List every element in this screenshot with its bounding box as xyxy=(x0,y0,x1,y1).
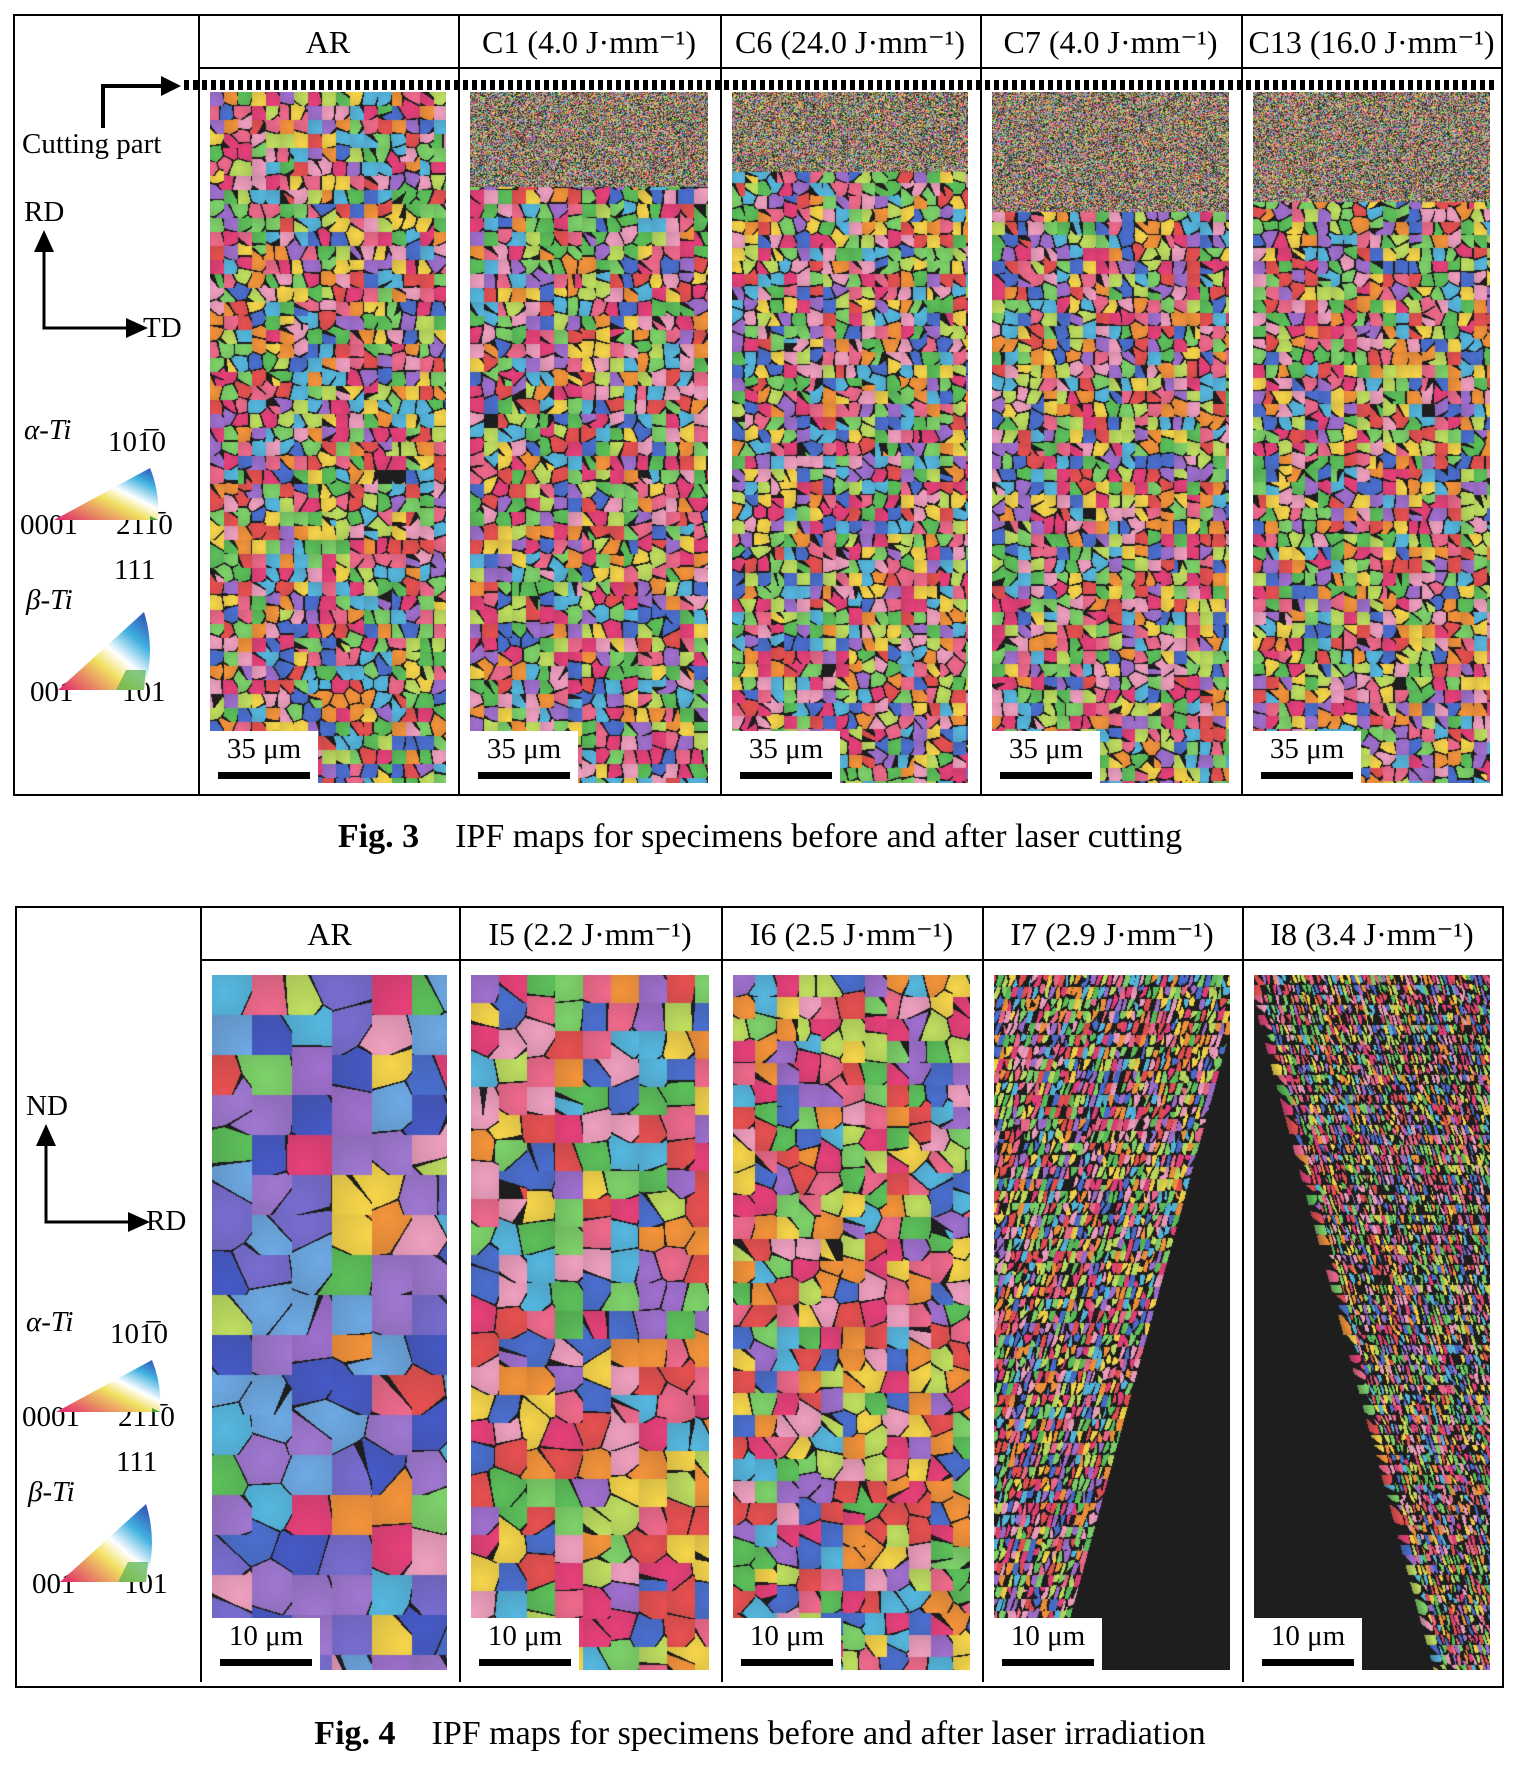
alpha-ti-label: α-Ti xyxy=(26,1306,74,1338)
column-header-4: C13 (16.0 J·mm⁻¹) xyxy=(1248,24,1495,60)
beta-ti-label: β-Ti xyxy=(26,584,73,616)
column-header-0: AR xyxy=(305,24,351,60)
fig4-frame xyxy=(15,906,1504,1688)
beta-ipf-triangle-icon xyxy=(58,1502,158,1589)
scale-bar: 35 μm xyxy=(1253,731,1361,783)
column-divider xyxy=(721,906,723,1682)
fig4-caption-number: Fig. 4 xyxy=(314,1715,396,1752)
scale-bar-line xyxy=(740,772,832,779)
fig3-caption-number: Fig. 3 xyxy=(337,818,420,855)
nd-axis-label: ND xyxy=(26,1090,68,1122)
nd-rd-axes-icon xyxy=(36,1124,150,1232)
scale-bar-label: 10 μm xyxy=(1270,1620,1346,1652)
rd-axis-label-fig4: RD xyxy=(146,1205,187,1237)
column-divider xyxy=(198,14,200,795)
scale-bar: 10 μm xyxy=(1254,1618,1362,1670)
beta-left-label: 001 xyxy=(30,676,74,708)
alpha-ipf-triangle-icon xyxy=(52,466,162,527)
scale-bar-line xyxy=(218,772,310,779)
column-divider xyxy=(720,14,722,795)
column-header-2: I6 (2.5 J·mm⁻¹) xyxy=(749,916,954,952)
column-divider xyxy=(980,14,982,795)
beta-ti-label: β-Ti xyxy=(28,1476,75,1508)
scale-bar-label: 35 μm xyxy=(1008,733,1084,765)
scale-bar-line xyxy=(1002,1659,1094,1666)
ipf-map-c1 xyxy=(470,92,708,783)
fig3-frame xyxy=(13,14,1503,796)
rd-axis-label: RD xyxy=(24,196,65,228)
fig3-header-divider xyxy=(198,67,1502,69)
scale-bar-label: 10 μm xyxy=(1010,1620,1086,1652)
td-axis-label: TD xyxy=(143,312,182,344)
rd-td-axes-icon xyxy=(34,230,148,338)
scale-bar-label: 35 μm xyxy=(226,733,302,765)
column-header-1: I5 (2.2 J·mm⁻¹) xyxy=(488,916,692,952)
cutting-surface-line xyxy=(184,80,1494,90)
beta-ipf-triangle-icon xyxy=(56,610,156,697)
ipf-map-ar xyxy=(210,92,446,783)
scale-bar: 35 μm xyxy=(470,731,578,783)
scale-bar-line xyxy=(1262,1659,1354,1666)
scale-bar-line xyxy=(478,772,570,779)
alpha-top-label: 101̅0 xyxy=(110,1318,168,1350)
alpha-ti-label: α-Ti xyxy=(24,414,72,446)
column-header-1: C1 (4.0 J·mm⁻¹) xyxy=(481,24,697,60)
alpha-top-label: 101̅0 xyxy=(108,426,166,458)
beta-top-label: 111 xyxy=(116,1446,158,1478)
column-header-4: I8 (3.4 J·mm⁻¹) xyxy=(1270,916,1474,952)
ipf-map-c7 xyxy=(992,92,1229,783)
fig4-header-divider xyxy=(200,959,1502,961)
scale-bar-line xyxy=(1261,772,1353,779)
scale-bar-label: 10 μm xyxy=(487,1620,563,1652)
alpha-ipf-triangle-icon xyxy=(54,1358,164,1419)
column-header-0: AR xyxy=(307,916,352,952)
scale-bar-label: 10 μm xyxy=(749,1620,825,1652)
ipf-map-c6 xyxy=(732,92,968,783)
scale-bar-line xyxy=(220,1659,312,1666)
ipf-map-c13 xyxy=(1253,92,1490,783)
cutting-arrow-icon xyxy=(101,76,181,128)
column-divider xyxy=(1242,906,1244,1682)
column-divider xyxy=(459,906,461,1682)
ipf-map-i5 xyxy=(471,975,709,1670)
ipf-map-i8 xyxy=(1254,975,1490,1670)
ipf-map-i6 xyxy=(733,975,970,1670)
fig3-caption-text: IPF maps for specimens before and after … xyxy=(455,818,1183,855)
scale-bar-line xyxy=(479,1659,571,1666)
column-divider xyxy=(458,14,460,795)
column-header-3: I7 (2.9 J·mm⁻¹) xyxy=(1010,916,1214,952)
scale-bar: 35 μm xyxy=(992,731,1100,783)
scale-bar: 35 μm xyxy=(210,731,318,783)
beta-top-label: 111 xyxy=(114,554,156,586)
column-divider xyxy=(1241,14,1243,795)
scale-bar: 10 μm xyxy=(212,1618,320,1670)
scale-bar: 10 μm xyxy=(994,1618,1102,1670)
scale-bar-label: 35 μm xyxy=(1269,733,1345,765)
scale-bar-label: 10 μm xyxy=(228,1620,304,1652)
scale-bar-label: 35 μm xyxy=(748,733,824,765)
scale-bar: 10 μm xyxy=(471,1618,579,1670)
scale-bar: 35 μm xyxy=(732,731,840,783)
column-divider xyxy=(982,906,984,1682)
scale-bar-label: 35 μm xyxy=(486,733,562,765)
beta-left-label: 001 xyxy=(32,1568,76,1600)
fig3-caption: Fig. 3 IPF maps for specimens before and … xyxy=(0,818,1520,856)
column-header-3: C7 (4.0 J·mm⁻¹) xyxy=(1003,24,1218,60)
ipf-map-ar xyxy=(212,975,447,1670)
fig4-caption: Fig. 4 IPF maps for specimens before and … xyxy=(0,1715,1520,1753)
fig4-caption-text: IPF maps for specimens before and after … xyxy=(431,1715,1206,1752)
ipf-map-i7 xyxy=(994,975,1230,1670)
column-header-2: C6 (24.0 J·mm⁻¹) xyxy=(734,24,966,60)
scale-bar: 10 μm xyxy=(733,1618,841,1670)
scale-bar-line xyxy=(1000,772,1092,779)
scale-bar-line xyxy=(741,1659,833,1666)
column-divider xyxy=(200,906,202,1682)
cutting-part-label: Cutting part xyxy=(22,128,162,160)
